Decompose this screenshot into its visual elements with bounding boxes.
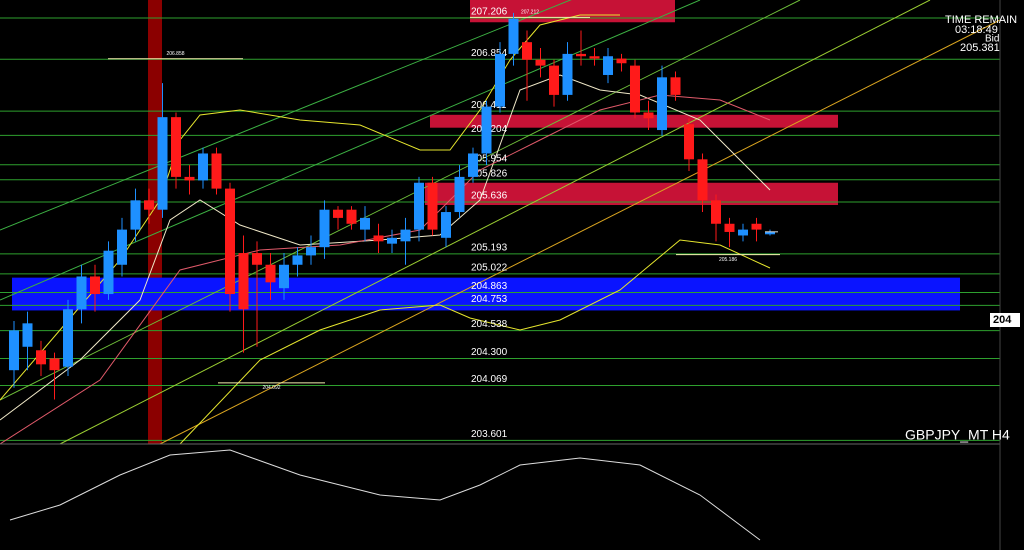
- candle-body: [22, 323, 33, 347]
- price-mark-label: 204.092: [262, 385, 280, 391]
- candle-body: [751, 223, 762, 230]
- candle-body: [670, 77, 681, 95]
- level-label: 204.753: [471, 294, 508, 305]
- session-band: [148, 0, 162, 444]
- level-label: 206.854: [471, 48, 508, 59]
- candle-body: [454, 176, 465, 213]
- candle-body: [616, 58, 627, 64]
- trend-line: [59, 0, 931, 445]
- candle-body: [90, 276, 100, 295]
- oscillator-line: [9, 449, 761, 541]
- time-remain-label: TIME REMAIN: [945, 14, 1017, 26]
- candle-body: [225, 188, 235, 295]
- level-label: 203.601: [471, 429, 508, 440]
- zone: [430, 114, 838, 128]
- bid-label: Bid: [985, 34, 999, 45]
- level-label: 207.206: [471, 7, 508, 18]
- candle-body: [360, 217, 370, 230]
- price-tag-text: 204: [993, 314, 1012, 326]
- candle-body: [103, 250, 114, 295]
- candle-body: [508, 18, 519, 54]
- candle-body: [144, 200, 154, 210]
- candle-body: [630, 65, 640, 113]
- level-label: 205.826: [471, 168, 508, 179]
- level-label: 205.954: [471, 153, 508, 164]
- candle-body: [481, 106, 492, 154]
- candle-body: [346, 209, 357, 224]
- candle-body: [387, 237, 397, 244]
- level-label: 204.069: [471, 374, 508, 385]
- candle-body: [549, 65, 559, 95]
- level-label: 206.411: [471, 100, 507, 111]
- candle-body: [279, 264, 289, 289]
- candle-body: [184, 176, 195, 181]
- candle-body: [49, 358, 60, 371]
- candle-body: [76, 276, 87, 310]
- zone: [425, 182, 838, 206]
- candle-body: [589, 56, 600, 59]
- candle-body: [711, 200, 721, 224]
- level-label: 204.863: [471, 281, 508, 292]
- trend-line: [0, 0, 701, 301]
- candle-body: [724, 223, 735, 232]
- candle-body: [535, 59, 546, 66]
- candle-body: [738, 229, 748, 236]
- candle-body: [576, 53, 586, 57]
- candle-body: [657, 77, 667, 131]
- candle-body: [373, 235, 384, 242]
- candle-body: [603, 56, 613, 75]
- candle-body: [63, 309, 73, 367]
- level-label: 205.636: [471, 191, 508, 202]
- candle-body: [306, 247, 316, 256]
- candle-body: [157, 117, 168, 210]
- candle-body: [562, 53, 573, 95]
- candle-body: [333, 209, 343, 218]
- candle-body: [252, 253, 262, 265]
- candle-body: [198, 153, 208, 181]
- candle-body: [414, 182, 424, 230]
- candle-body: [319, 209, 330, 248]
- candle-body: [643, 112, 654, 119]
- time-remain: 03:18:49: [955, 24, 998, 36]
- candle-body: [117, 229, 127, 265]
- candle-body: [765, 231, 775, 235]
- indicator-line: [179, 239, 771, 445]
- zone: [470, 0, 675, 23]
- candle-body: [171, 117, 181, 177]
- bid-value: 205.381: [960, 42, 1000, 54]
- level-label: 205.193: [471, 243, 508, 254]
- candle-body: [522, 42, 532, 60]
- candle-body: [211, 153, 222, 189]
- indicator-line: [0, 94, 771, 445]
- level-label: 204.300: [471, 347, 508, 358]
- level-label: 204.538: [471, 319, 508, 330]
- candle-body: [441, 212, 451, 238]
- price-tag: [990, 313, 1020, 327]
- candle-body: [684, 124, 694, 160]
- candle-body: [238, 253, 249, 310]
- price-mark-label: 206.858: [166, 51, 184, 57]
- trend-line: [159, 19, 1001, 445]
- candle-body: [292, 255, 303, 265]
- candle-body: [697, 159, 708, 201]
- candle-body: [36, 350, 46, 365]
- candle-body: [468, 153, 478, 177]
- candle-body: [9, 330, 19, 371]
- candle-body: [265, 264, 276, 283]
- level-label: 205.022: [471, 263, 508, 274]
- candle-body: [130, 200, 141, 230]
- candle-body: [400, 229, 411, 242]
- candle-body: [427, 182, 438, 230]
- candle-body: [495, 53, 505, 107]
- price-mark-label: 205.186: [719, 257, 737, 263]
- symbol-label: GBPJPY_MT H4: [905, 427, 1010, 443]
- price-mark-label: 207.212: [521, 10, 539, 16]
